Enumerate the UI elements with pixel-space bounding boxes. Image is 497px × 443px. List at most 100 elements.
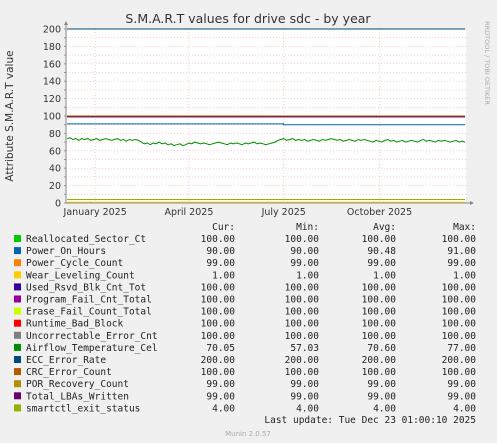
legend-avg: 70.60 bbox=[367, 343, 396, 354]
y-tick-label: 80 bbox=[49, 129, 61, 140]
legend-avg: 100.00 bbox=[362, 282, 397, 293]
legend-swatch bbox=[14, 343, 21, 351]
legend-min: 1.00 bbox=[296, 270, 319, 281]
legend-column-header: Avg: bbox=[373, 222, 396, 233]
legend-avg: 99.00 bbox=[367, 379, 396, 390]
legend-swatch bbox=[14, 392, 21, 400]
y-tick-label: 20 bbox=[49, 181, 61, 192]
legend-min: 99.00 bbox=[290, 258, 319, 269]
legend-label: Used_Rsvd_Blk_Cnt_Tot bbox=[26, 282, 146, 293]
legend-swatch bbox=[14, 247, 21, 255]
legend-swatch bbox=[14, 331, 21, 339]
legend-min: 100.00 bbox=[285, 319, 320, 330]
y-axis-label: Attribute S.M.A.R.T value bbox=[4, 50, 16, 181]
legend-cur: 4.00 bbox=[212, 403, 235, 414]
legend-cur: 100.00 bbox=[201, 307, 236, 318]
legend-cur: 1.00 bbox=[212, 270, 235, 281]
series-line-Airflow_Temperature_Cel bbox=[66, 137, 466, 147]
x-tick-label: January 2025 bbox=[63, 207, 127, 218]
legend-avg: 100.00 bbox=[362, 319, 397, 330]
legend-max: 99.00 bbox=[447, 258, 476, 269]
legend-avg: 200.00 bbox=[362, 355, 397, 366]
legend-min: 100.00 bbox=[285, 234, 320, 245]
y-tick-label: 40 bbox=[49, 164, 61, 175]
legend-max: 100.00 bbox=[442, 319, 477, 330]
legend-max: 100.00 bbox=[442, 367, 477, 378]
legend-avg: 4.00 bbox=[373, 403, 396, 414]
legend-max: 4.00 bbox=[453, 403, 476, 414]
munin-version: Munin 2.0.57 bbox=[225, 430, 271, 438]
legend-min: 4.00 bbox=[296, 403, 319, 414]
legend-swatch bbox=[14, 368, 21, 376]
legend-cur: 200.00 bbox=[201, 355, 236, 366]
legend-avg: 100.00 bbox=[362, 234, 397, 245]
legend-max: 100.00 bbox=[442, 331, 477, 342]
side-label: RRDTOOL / TOBI OETIKER bbox=[483, 21, 491, 105]
legend-swatch bbox=[14, 259, 21, 267]
legend-max: 91.00 bbox=[447, 246, 476, 257]
legend-cur: 100.00 bbox=[201, 295, 236, 306]
legend-cur: 100.00 bbox=[201, 319, 236, 330]
y-tick-label: 60 bbox=[49, 146, 61, 157]
x-tick-label: July 2025 bbox=[261, 207, 306, 218]
legend-swatch bbox=[14, 271, 21, 279]
legend-max: 100.00 bbox=[442, 307, 477, 318]
legend-label: Total_LBAs_Written bbox=[26, 391, 129, 402]
legend-max: 99.00 bbox=[447, 379, 476, 390]
legend-max: 100.00 bbox=[442, 282, 477, 293]
legend-cur: 100.00 bbox=[201, 331, 236, 342]
legend-label: Power_On_Hours bbox=[26, 246, 106, 257]
legend-swatch bbox=[14, 235, 21, 242]
legend-avg: 100.00 bbox=[362, 307, 397, 318]
series-line-Power_On_Hours bbox=[67, 123, 465, 126]
legend-label: ECC_Error_Rate bbox=[26, 355, 106, 366]
legend-column-header: Min: bbox=[296, 222, 319, 233]
legend-min: 200.00 bbox=[285, 355, 320, 366]
legend-max: 99.00 bbox=[447, 391, 476, 402]
legend-cur: 99.00 bbox=[206, 379, 235, 390]
legend-min: 100.00 bbox=[285, 282, 320, 293]
legend-avg: 100.00 bbox=[362, 367, 397, 378]
legend-label: Erase_Fail_Count_Total bbox=[26, 307, 152, 318]
legend-cur: 99.00 bbox=[206, 258, 235, 269]
legend: Cur: Min: Avg: Max: Reallocated_Sector_Ct 100… bbox=[14, 222, 476, 414]
legend-cur: 70.05 bbox=[206, 343, 235, 354]
legend-label: Runtime_Bad_Block bbox=[26, 319, 124, 330]
legend-label: CRC_Error_Count bbox=[26, 367, 112, 378]
legend-avg: 99.00 bbox=[367, 258, 396, 269]
legend-avg: 1.00 bbox=[373, 270, 396, 281]
legend-label: Power_Cycle_Count bbox=[26, 258, 123, 269]
legend-label: Reallocated_Sector_Ct bbox=[26, 234, 146, 245]
legend-min: 99.00 bbox=[290, 391, 319, 402]
chart-title: S.M.A.R.T values for drive sdc - by year bbox=[125, 11, 371, 26]
x-axis-arrow bbox=[470, 201, 474, 205]
legend-label: smartctl_exit_status bbox=[26, 403, 140, 414]
legend-avg: 90.48 bbox=[367, 246, 396, 257]
legend-swatch bbox=[14, 295, 21, 303]
legend-max: 1.00 bbox=[453, 270, 476, 281]
legend-swatch bbox=[14, 380, 21, 388]
legend-column-header: Max: bbox=[453, 222, 476, 233]
legend-min: 100.00 bbox=[285, 367, 320, 378]
legend-swatch bbox=[14, 307, 21, 315]
legend-avg: 100.00 bbox=[362, 331, 397, 342]
legend-cur: 90.00 bbox=[206, 246, 235, 257]
legend-cur: 100.00 bbox=[201, 367, 236, 378]
legend-swatch bbox=[14, 319, 21, 327]
legend-min: 100.00 bbox=[285, 331, 320, 342]
y-axis-arrow bbox=[64, 21, 68, 25]
legend-swatch bbox=[14, 283, 21, 291]
y-tick-label: 180 bbox=[43, 42, 61, 53]
y-tick-label: 0 bbox=[55, 199, 61, 210]
y-tick-label: 120 bbox=[43, 94, 61, 105]
x-tick-label: April 2025 bbox=[164, 207, 213, 218]
legend-max: 100.00 bbox=[442, 295, 477, 306]
legend-min: 90.00 bbox=[290, 246, 319, 257]
legend-column-header: Cur: bbox=[212, 222, 235, 233]
y-tick-label: 200 bbox=[43, 25, 61, 36]
legend-label: POR_Recovery_Count bbox=[26, 379, 129, 390]
legend-cur: 100.00 bbox=[201, 234, 236, 245]
legend-avg: 99.00 bbox=[367, 391, 396, 402]
legend-max: 200.00 bbox=[442, 355, 477, 366]
